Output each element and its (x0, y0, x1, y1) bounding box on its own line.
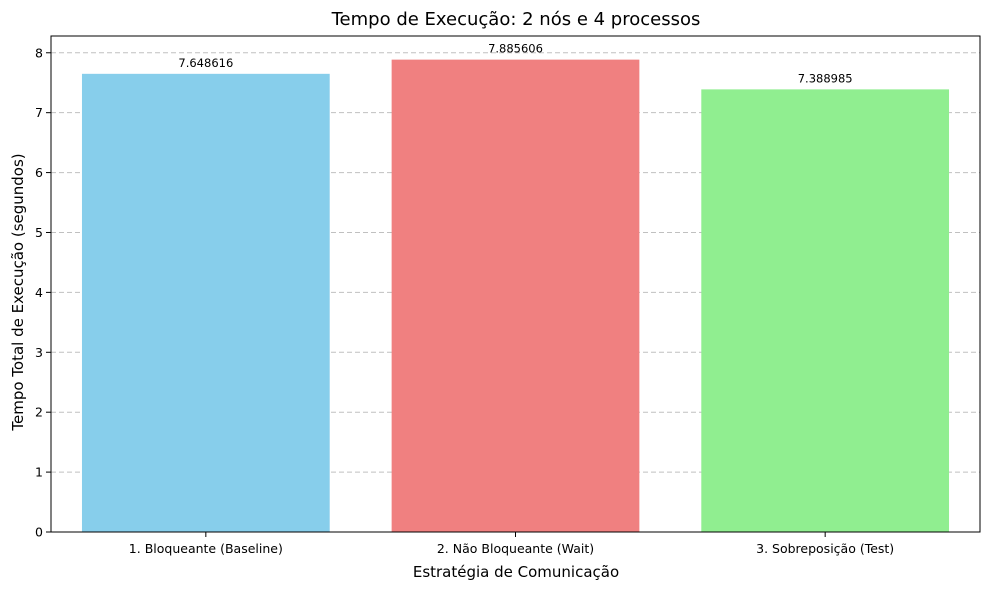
x-tick-label: 2. Não Bloqueante (Wait) (437, 541, 594, 556)
y-tick-label: 2 (35, 405, 43, 420)
y-tick-label: 5 (35, 225, 43, 240)
y-tick-label: 3 (35, 345, 43, 360)
data-labels: 7.648616 7.885606 7.388985 (178, 42, 852, 86)
y-tick-label: 6 (35, 165, 43, 180)
bar-value-label: 7.648616 (178, 56, 233, 70)
y-tick-label: 7 (35, 105, 43, 120)
y-tick-label: 1 (35, 465, 43, 480)
y-axis-ticks: 0 1 2 3 4 5 6 7 8 (35, 45, 51, 540)
y-axis-label: Tempo Total de Execução (segundos) (9, 153, 27, 431)
x-axis-ticks: 1. Bloqueante (Baseline) 2. Não Bloqueant… (129, 532, 894, 556)
y-tick-label: 0 (35, 525, 43, 540)
bar (701, 89, 950, 532)
y-tick-label: 4 (35, 285, 43, 300)
bar (81, 73, 330, 533)
y-tick-label: 8 (35, 45, 43, 60)
bar-value-label: 7.388985 (798, 71, 853, 85)
bar (391, 59, 640, 532)
x-axis-label: Estratégia de Comunicação (413, 563, 619, 581)
bars (81, 59, 950, 533)
x-tick-label: 3. Sobreposição (Test) (756, 541, 894, 556)
chart-title: Tempo de Execução: 2 nós e 4 processos (331, 9, 701, 30)
x-tick-label: 1. Bloqueante (Baseline) (129, 541, 283, 556)
bar-value-label: 7.885606 (488, 42, 543, 56)
